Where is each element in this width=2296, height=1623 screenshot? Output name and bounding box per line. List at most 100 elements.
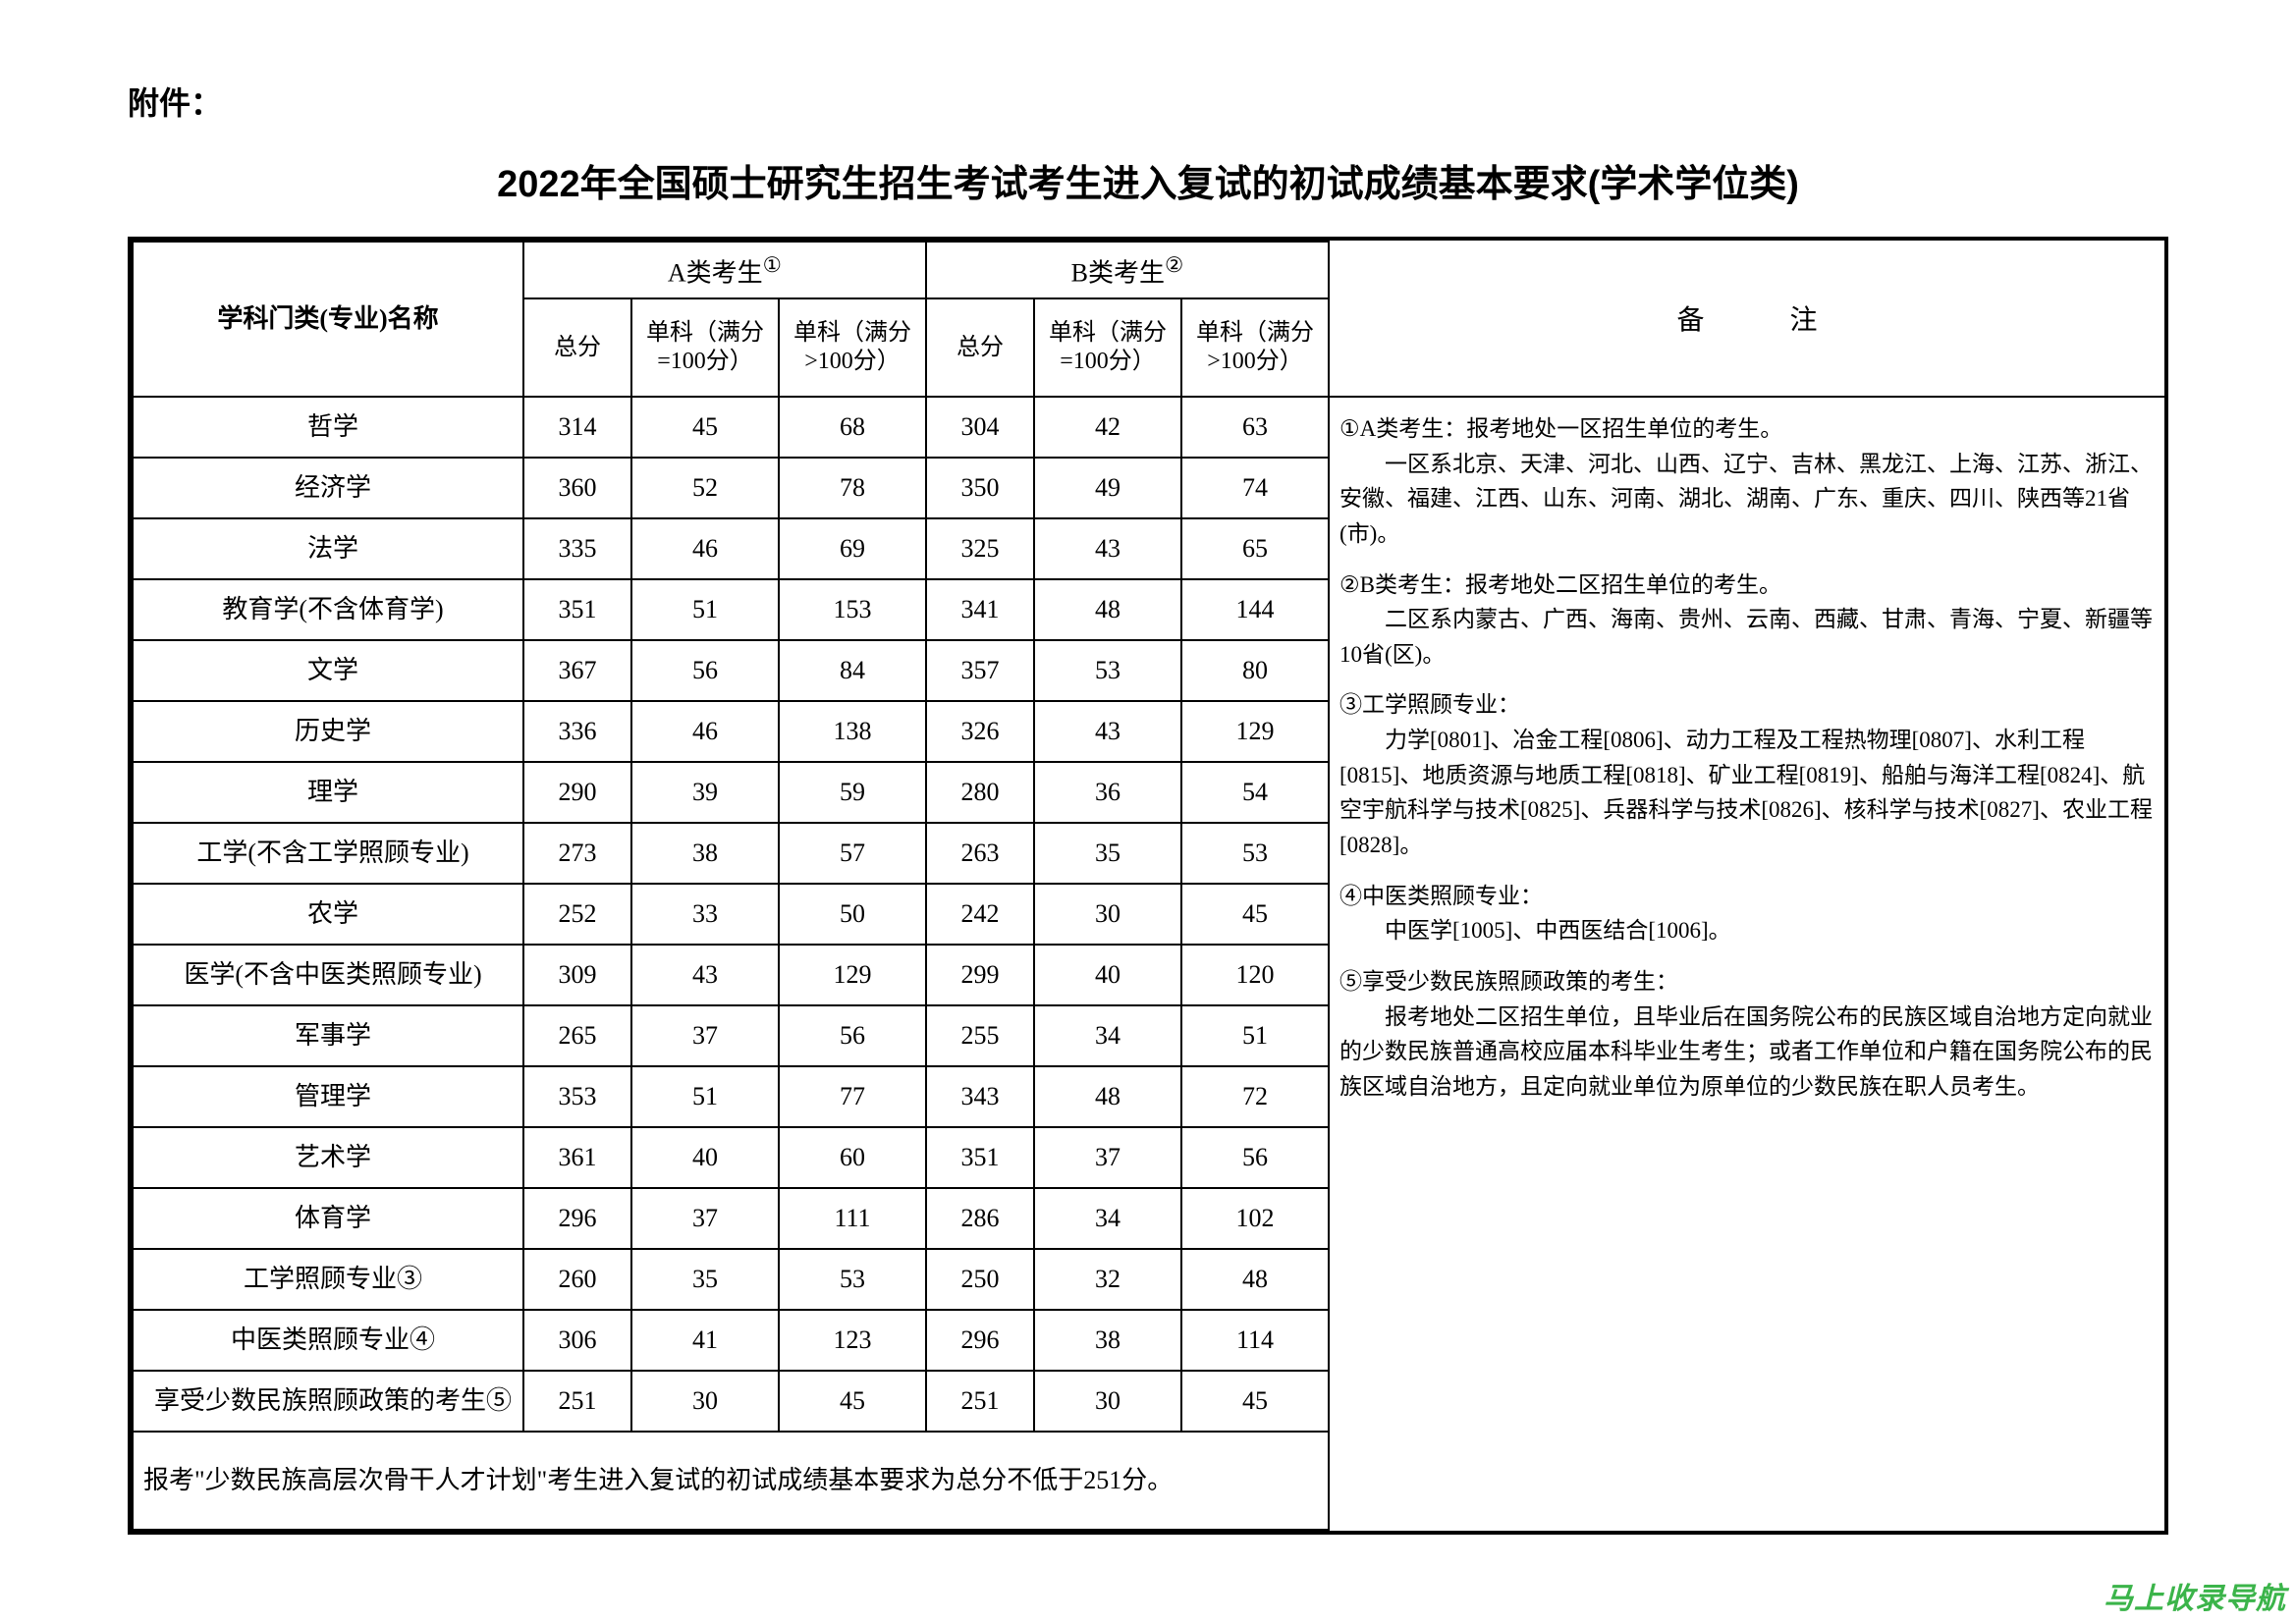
remarks-header: 备 注	[1330, 241, 2164, 398]
score-cell: 335	[523, 518, 631, 579]
remark-3b: 力学[0801]、冶金工程[0806]、动力工程及工程热物理[0807]、水利工…	[1339, 723, 2155, 863]
remark-4: ④中医类照顾专业： 中医学[1005]、中西医结合[1006]。	[1339, 879, 2155, 948]
discipline-name-cell: 艺术学	[133, 1127, 523, 1188]
score-cell: 43	[1034, 518, 1181, 579]
score-cell: 56	[1181, 1127, 1329, 1188]
table-row: 艺术学36140603513756	[133, 1127, 1329, 1188]
score-cell: 30	[1034, 1371, 1181, 1432]
discipline-name-cell: 农学	[133, 884, 523, 945]
discipline-name-cell: 经济学	[133, 458, 523, 518]
remarks-body: ①A类考生：报考地处一区招生单位的考生。 一区系北京、天津、河北、山西、辽宁、吉…	[1330, 398, 2164, 1531]
score-cell: 102	[1181, 1188, 1329, 1249]
score-cell: 255	[926, 1005, 1034, 1066]
score-cell: 43	[631, 945, 779, 1005]
group-a-label: A类考生	[668, 258, 763, 287]
score-cell: 49	[1034, 458, 1181, 518]
score-cell: 69	[779, 518, 926, 579]
score-cell: 296	[926, 1310, 1034, 1371]
remark-1b: 一区系北京、天津、河北、山西、辽宁、吉林、黑龙江、上海、江苏、浙江、安徽、福建、…	[1339, 447, 2155, 552]
score-cell: 250	[926, 1249, 1034, 1310]
score-cell: 37	[631, 1188, 779, 1249]
score-cell: 325	[926, 518, 1034, 579]
score-cell: 304	[926, 397, 1034, 458]
discipline-name-cell: 历史学	[133, 701, 523, 762]
discipline-name-cell: 中医类照顾专业④	[133, 1310, 523, 1371]
header-group-b: B类考生②	[926, 242, 1329, 298]
score-cell: 39	[631, 762, 779, 823]
score-cell: 45	[1181, 1371, 1329, 1432]
discipline-name-cell: 理学	[133, 762, 523, 823]
score-cell: 251	[926, 1371, 1034, 1432]
header-a-subover: 单科（满分>100分）	[779, 298, 926, 397]
score-cell: 351	[926, 1127, 1034, 1188]
watermark: 马上收录导航	[2094, 1568, 2296, 1623]
table-layout: 学科门类(专业)名称 A类考生① B类考生② 总分 单科（满分=100分） 单科…	[128, 237, 2168, 1535]
score-cell: 57	[779, 823, 926, 884]
score-cell: 48	[1181, 1249, 1329, 1310]
score-cell: 51	[631, 579, 779, 640]
score-cell: 123	[779, 1310, 926, 1371]
score-cell: 40	[631, 1127, 779, 1188]
score-cell: 78	[779, 458, 926, 518]
score-cell: 120	[1181, 945, 1329, 1005]
score-cell: 42	[1034, 397, 1181, 458]
score-cell: 286	[926, 1188, 1034, 1249]
score-cell: 30	[1034, 884, 1181, 945]
score-cell: 45	[779, 1371, 926, 1432]
score-cell: 51	[1181, 1005, 1329, 1066]
score-cell: 242	[926, 884, 1034, 945]
table-row: 法学33546693254365	[133, 518, 1329, 579]
remark-2b: 二区系内蒙古、广西、海南、贵州、云南、西藏、甘肃、青海、宁夏、新疆等10省(区)…	[1339, 602, 2155, 672]
remark-2: ②B类考生：报考地处二区招生单位的考生。 二区系内蒙古、广西、海南、贵州、云南、…	[1339, 568, 2155, 673]
score-cell: 144	[1181, 579, 1329, 640]
sup-2: ②	[1165, 253, 1183, 277]
score-cell: 74	[1181, 458, 1329, 518]
discipline-name-cell: 军事学	[133, 1005, 523, 1066]
score-cell: 41	[631, 1310, 779, 1371]
score-cell: 56	[631, 640, 779, 701]
table-row: 经济学36052783504974	[133, 458, 1329, 518]
group-b-label: B类考生	[1071, 258, 1165, 287]
header-discipline: 学科门类(专业)名称	[133, 242, 523, 397]
score-cell: 34	[1034, 1188, 1181, 1249]
discipline-name-cell: 哲学	[133, 397, 523, 458]
page-title: 2022年全国硕士研究生招生考试考生进入复试的初试成绩基本要求(学术学位类)	[128, 153, 2168, 207]
score-cell: 296	[523, 1188, 631, 1249]
header-b-sub100: 单科（满分=100分）	[1034, 298, 1181, 397]
table-row: 理学29039592803654	[133, 762, 1329, 823]
score-cell: 314	[523, 397, 631, 458]
score-cell: 54	[1181, 762, 1329, 823]
score-cell: 299	[926, 945, 1034, 1005]
header-group-a: A类考生①	[523, 242, 926, 298]
remark-4a: ④中医类照顾专业：	[1339, 879, 2155, 914]
header-b-subover: 单科（满分>100分）	[1181, 298, 1329, 397]
score-cell: 56	[779, 1005, 926, 1066]
score-cell: 72	[1181, 1066, 1329, 1127]
table-header: 学科门类(专业)名称 A类考生① B类考生② 总分 单科（满分=100分） 单科…	[133, 242, 1329, 397]
score-cell: 36	[1034, 762, 1181, 823]
header-b-total: 总分	[926, 298, 1034, 397]
remark-1a: ①A类考生：报考地处一区招生单位的考生。	[1339, 411, 2155, 447]
discipline-name-cell: 工学照顾专业③	[133, 1249, 523, 1310]
remark-3a: ③工学照顾专业：	[1339, 687, 2155, 723]
score-cell: 34	[1034, 1005, 1181, 1066]
score-cell: 290	[523, 762, 631, 823]
score-cell: 45	[631, 397, 779, 458]
remark-2a: ②B类考生：报考地处二区招生单位的考生。	[1339, 568, 2155, 603]
header-a-total: 总分	[523, 298, 631, 397]
score-cell: 357	[926, 640, 1034, 701]
header-a-sub100: 单科（满分=100分）	[631, 298, 779, 397]
score-cell: 361	[523, 1127, 631, 1188]
discipline-name-cell: 享受少数民族照顾政策的考生⑤	[133, 1371, 523, 1432]
table-row: 文学36756843575380	[133, 640, 1329, 701]
score-cell: 326	[926, 701, 1034, 762]
score-cell: 114	[1181, 1310, 1329, 1371]
remark-4b: 中医学[1005]、中西医结合[1006]。	[1339, 913, 2155, 948]
score-cell: 343	[926, 1066, 1034, 1127]
table-row: 工学照顾专业③26035532503248	[133, 1249, 1329, 1310]
table-row: 享受少数民族照顾政策的考生⑤25130452513045	[133, 1371, 1329, 1432]
score-cell: 48	[1034, 579, 1181, 640]
score-cell: 138	[779, 701, 926, 762]
score-cell: 51	[631, 1066, 779, 1127]
discipline-name-cell: 文学	[133, 640, 523, 701]
